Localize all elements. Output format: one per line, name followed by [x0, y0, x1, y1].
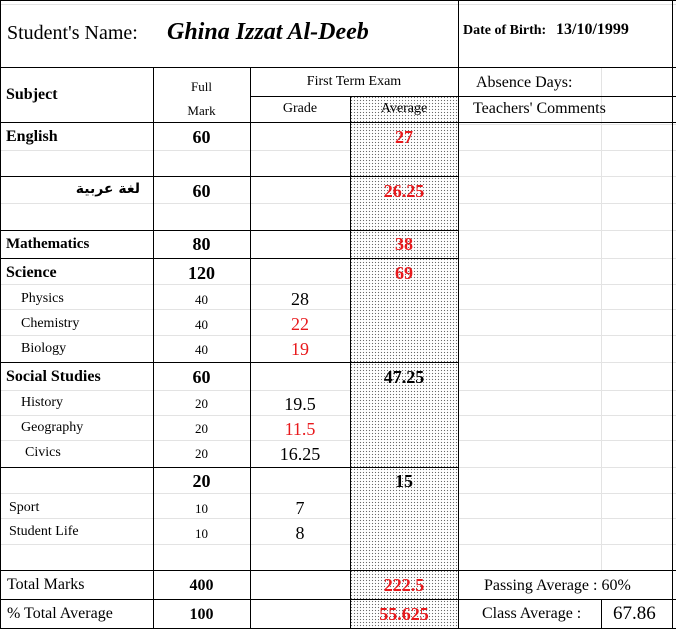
full-mark-social-studies: 60	[192, 367, 211, 387]
full-mark-biology: 40	[195, 342, 208, 357]
percent-full-mark: 100	[189, 606, 214, 623]
grade-history: 19.5	[284, 394, 316, 414]
grade-biology: 19	[291, 339, 309, 359]
full-mark-chemistry: 40	[195, 317, 208, 332]
class-average-value: 67.86	[613, 603, 656, 624]
average-arabic: 26.25	[383, 181, 425, 201]
total-average: 222.5	[383, 575, 425, 595]
total-marks-label: Total Marks	[7, 576, 85, 593]
subject-mathematics: Mathematics	[6, 236, 90, 252]
full-mark-civics: 20	[195, 446, 208, 461]
full-mark-mathematics: 80	[192, 234, 211, 254]
grade-geography: 11.5	[284, 419, 316, 439]
dob-label: Date of Birth:	[463, 23, 547, 38]
average-english: 27	[395, 127, 413, 147]
full-mark-student-life: 10	[195, 526, 208, 541]
average-social-studies: 47.25	[383, 367, 425, 387]
subject-arabic: لغة عربية	[75, 181, 140, 197]
grade-student-life: 8	[295, 523, 305, 543]
subject-header: Subject	[6, 86, 58, 103]
student-name-label: Student's Name:	[7, 22, 138, 44]
average-activities: 15	[395, 471, 413, 491]
full-mark-history: 20	[195, 396, 208, 411]
student-name: Ghina Izzat Al-Deeb	[167, 19, 369, 45]
full-mark-sport: 10	[195, 501, 208, 516]
first-term-header: First Term Exam	[306, 74, 402, 89]
mark-header: Mark	[187, 103, 216, 118]
subject-student-life: Student Life	[9, 524, 79, 539]
subject-sport: Sport	[9, 500, 40, 515]
full-mark-physics: 40	[195, 292, 208, 307]
subject-english: English	[6, 128, 58, 145]
passing-average: Passing Average : 60%	[484, 577, 631, 594]
subject-civics: Civics	[25, 445, 61, 460]
grade-civics: 16.25	[279, 444, 321, 464]
dob-value: 13/10/1999	[556, 21, 629, 38]
average-science: 69	[395, 263, 413, 283]
total-full-mark: 400	[189, 577, 214, 594]
teachers-comments-header: Teachers' Comments	[473, 100, 606, 117]
average-header: Average	[380, 101, 428, 116]
full-mark-english: 60	[192, 127, 211, 147]
total-average-percent-label: % Total Average	[7, 605, 113, 622]
absence-days-label: Absence Days:	[476, 74, 573, 91]
average-mathematics: 38	[395, 234, 413, 254]
percent-total-average: 55.625	[379, 604, 429, 624]
grade-sport: 7	[295, 498, 305, 518]
subject-science: Science	[6, 264, 57, 281]
grade-chemistry: 22	[291, 314, 309, 334]
grade-header: Grade	[282, 101, 318, 116]
subject-history: History	[21, 395, 63, 410]
subject-geography: Geography	[21, 420, 84, 435]
subject-social-studies: Social Studies	[6, 368, 101, 385]
full-header: Full	[191, 79, 212, 94]
subject-chemistry: Chemistry	[21, 316, 80, 331]
full-mark-science: 120	[188, 263, 215, 283]
subject-biology: Biology	[21, 341, 67, 356]
full-mark-geography: 20	[195, 421, 208, 436]
grade-physics: 28	[291, 289, 309, 309]
full-mark-arabic: 60	[192, 181, 211, 201]
class-average-label: Class Average :	[482, 605, 582, 622]
subject-physics: Physics	[21, 291, 64, 306]
full-mark-activities: 20	[192, 471, 211, 491]
